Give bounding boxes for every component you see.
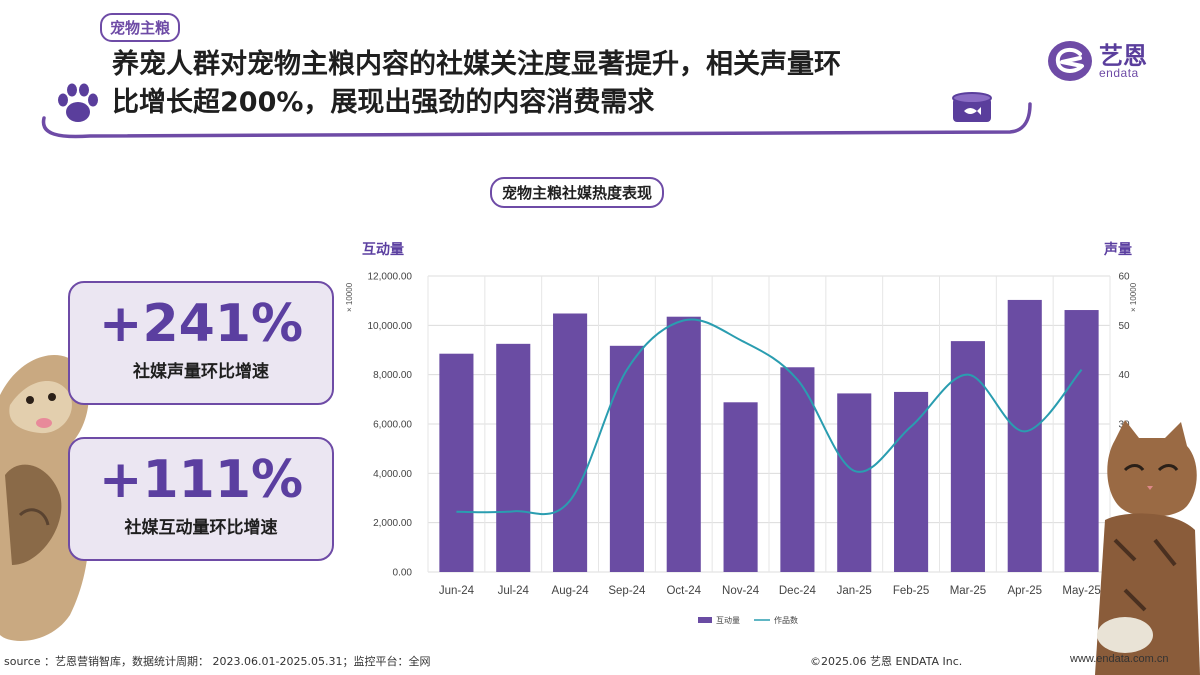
bar-series (439, 299, 1099, 572)
right-axis-unit: × 10000 (1129, 282, 1138, 312)
right-tick-label: 40 (1118, 370, 1130, 381)
combo-chart: 0.00 2,000.00 4,000.00 6,000.00 8,000.00 10,0… (345, 241, 1138, 625)
right-axis-title: 声量 (1103, 241, 1132, 258)
left-tick-label: 12,000.00 (368, 272, 413, 283)
legend-label-line: 作品数 (774, 615, 798, 625)
right-tick-label: 60 (1118, 272, 1130, 283)
endata-logo-icon (1048, 41, 1092, 81)
legend-swatch-bar (698, 617, 712, 623)
left-axis-unit: × 10000 (345, 282, 354, 312)
bar-Feb-25 (894, 391, 929, 572)
bar-Mar-25 (950, 341, 985, 572)
x-tick-label: Apr-25 (1007, 585, 1042, 597)
bar-Sep-24 (609, 345, 644, 572)
left-tick-label: 2,000.00 (373, 518, 412, 529)
x-tick-label: Jan-25 (837, 585, 872, 597)
stat-value-interaction: +111% (98, 450, 304, 510)
x-tick-label: Feb-25 (893, 585, 929, 597)
chart-title: 宠物主粮社媒热度表现 (490, 177, 665, 208)
x-tick-label: Dec-24 (779, 585, 817, 597)
paw-icon (58, 83, 98, 122)
left-tick-label: 0.00 (393, 568, 413, 579)
left-tick-label: 8,000.00 (373, 370, 412, 381)
pet-food-can-icon (952, 92, 992, 122)
bar-Apr-25 (1007, 299, 1042, 572)
logo-name: 艺恩 (1099, 42, 1147, 70)
line-作品数 (456, 318, 1083, 516)
bar-Jul-24 (496, 343, 531, 572)
bar-Dec-24 (780, 367, 815, 572)
bar-Jun-24 (439, 353, 474, 572)
bar-Oct-24 (666, 316, 701, 572)
headline-line-2: 比增长超200%，展现出强劲的内容消费需求 (112, 87, 655, 118)
x-tick-label: Aug-24 (552, 585, 590, 597)
x-tick-label: Mar-25 (950, 585, 986, 597)
x-tick-label: Jun-24 (439, 585, 475, 597)
axes: 0.00 2,000.00 4,000.00 6,000.00 8,000.00 10,0… (368, 272, 1130, 598)
bar-May-25 (1064, 310, 1099, 572)
footer-copyright: ©2025.06 艺恩 ENDATA Inc. (810, 655, 963, 668)
left-axis-title: 互动量 (362, 241, 404, 258)
page-headline: 养宠人群对宠物主粮内容的社媒关注度显著提升，相关声量环 比增长超200%，展现出… (112, 46, 1032, 122)
section-tag: 宠物主粮 (100, 13, 181, 42)
footer-url: www.endata.com.cn (1070, 653, 1169, 665)
x-tick-label: Oct-24 (666, 585, 701, 597)
bar-Jan-25 (837, 393, 872, 572)
stat-label-volume: 社媒声量环比增速 (133, 362, 269, 382)
bar-Nov-24 (723, 402, 758, 572)
left-tick-label: 4,000.00 (373, 469, 412, 480)
left-tick-label: 10,000.00 (368, 321, 413, 332)
logo-sub: endata (1099, 66, 1139, 80)
right-tick-label: 50 (1118, 321, 1130, 332)
cat-illustration (1095, 420, 1200, 675)
line-series (456, 318, 1083, 516)
stat-card-volume: +241% 社媒声量环比增速 (68, 281, 334, 405)
footer-source: source ：艺恩营销智库，数据统计周期： 2023.06.01-2025.0… (4, 655, 431, 668)
stat-value-volume: +241% (98, 294, 304, 354)
x-tick-label: Sep-24 (608, 585, 646, 597)
x-tick-label: Jul-24 (498, 585, 530, 597)
x-tick-label: Nov-24 (722, 585, 760, 597)
headline-line-1: 养宠人群对宠物主粮内容的社媒关注度显著提升，相关声量环 (112, 49, 841, 80)
left-tick-label: 6,000.00 (373, 420, 412, 431)
bar-Aug-24 (553, 313, 588, 572)
legend-label-bar: 互动量 (716, 615, 740, 625)
stat-label-interaction: 社媒互动量环比增速 (124, 518, 278, 538)
x-tick-label: May-25 (1062, 585, 1100, 597)
dog-illustration (0, 355, 89, 641)
stat-card-interaction: +111% 社媒互动量环比增速 (68, 437, 334, 561)
grid-lines (427, 275, 1111, 573)
legend: 互动量 作品数 (698, 615, 798, 625)
